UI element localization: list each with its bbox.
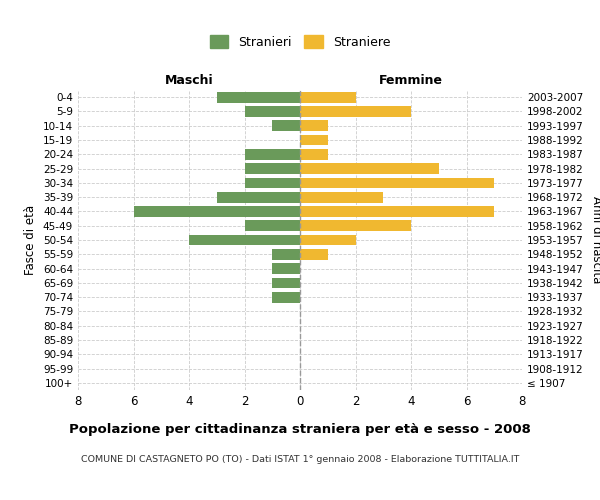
Bar	[300, 249, 328, 260]
Bar	[189, 234, 300, 246]
Bar	[300, 120, 328, 131]
Text: COMUNE DI CASTAGNETO PO (TO) - Dati ISTAT 1° gennaio 2008 - Elaborazione TUTTITA: COMUNE DI CASTAGNETO PO (TO) - Dati ISTA…	[81, 455, 519, 464]
Bar	[245, 106, 300, 117]
Text: Femmine: Femmine	[379, 74, 443, 87]
Bar	[245, 178, 300, 188]
Bar	[300, 234, 355, 246]
Bar	[300, 220, 411, 231]
Bar	[272, 120, 300, 131]
Bar	[300, 134, 328, 145]
Bar	[300, 163, 439, 174]
Legend: Stranieri, Straniere: Stranieri, Straniere	[205, 30, 395, 54]
Bar	[133, 206, 300, 217]
Bar	[272, 292, 300, 302]
Bar	[300, 92, 355, 102]
Text: Maschi: Maschi	[164, 74, 214, 87]
Bar	[245, 220, 300, 231]
Y-axis label: Fasce di età: Fasce di età	[25, 205, 37, 275]
Text: Popolazione per cittadinanza straniera per età e sesso - 2008: Popolazione per cittadinanza straniera p…	[69, 422, 531, 436]
Bar	[245, 163, 300, 174]
Bar	[245, 149, 300, 160]
Bar	[300, 192, 383, 202]
Bar	[300, 149, 328, 160]
Bar	[217, 192, 300, 202]
Bar	[272, 278, 300, 288]
Bar	[300, 178, 494, 188]
Bar	[272, 249, 300, 260]
Bar	[217, 92, 300, 102]
Y-axis label: Anni di nascita: Anni di nascita	[590, 196, 600, 284]
Bar	[300, 206, 494, 217]
Bar	[300, 106, 411, 117]
Bar	[272, 263, 300, 274]
